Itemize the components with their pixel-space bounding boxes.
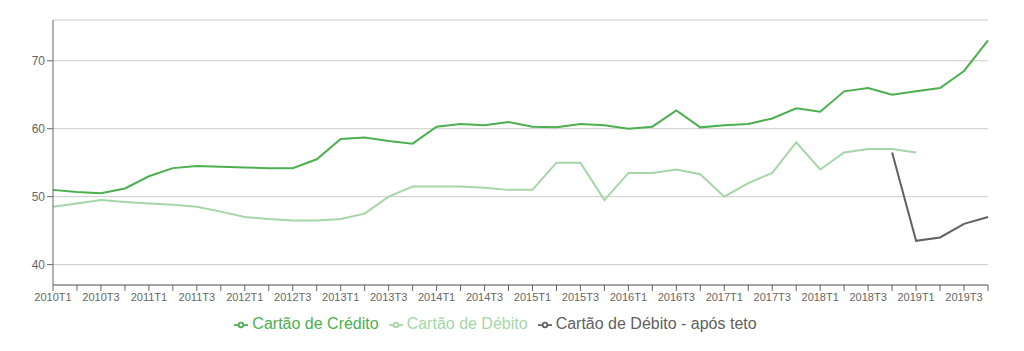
html-text:Cartão de Crédito: Cartão de Crédito [252,315,379,332]
svg-text:2011T1: 2011T1 [131,291,168,303]
svg-text:2017T1: 2017T1 [706,291,743,303]
svg-text:60: 60 [32,122,46,136]
html-text:Cartão de Débito - após teto: Cartão de Débito - após teto [555,315,757,332]
svg-text:40: 40 [32,258,46,272]
svg-text:2014T3: 2014T3 [466,291,503,303]
svg-text:2012T3: 2012T3 [274,291,311,303]
svg-text:2015T3: 2015T3 [562,291,599,303]
svg-text:2018T3: 2018T3 [849,291,886,303]
svg-text:2016T3: 2016T3 [658,291,695,303]
svg-text:2019T3: 2019T3 [945,291,982,303]
svg-text:2013T1: 2013T1 [322,291,359,303]
svg-text:2011T3: 2011T3 [179,291,216,303]
svg-text:2017T3: 2017T3 [754,291,791,303]
svg-text:2018T1: 2018T1 [802,291,839,303]
svg-text:2019T1: 2019T1 [897,291,934,303]
svg-text:2010T3: 2010T3 [82,291,119,303]
svg-text:50: 50 [32,190,46,204]
svg-text:2012T1: 2012T1 [226,291,263,303]
svg-text:2016T1: 2016T1 [610,291,647,303]
svg-text:2013T3: 2013T3 [370,291,407,303]
svg-text:2015T1: 2015T1 [514,291,551,303]
svg-text:70: 70 [32,54,46,68]
svg-text:2014T1: 2014T1 [418,291,455,303]
html-text:Cartão de Débito: Cartão de Débito [406,315,528,332]
svg-text:2010T1: 2010T1 [34,291,71,303]
